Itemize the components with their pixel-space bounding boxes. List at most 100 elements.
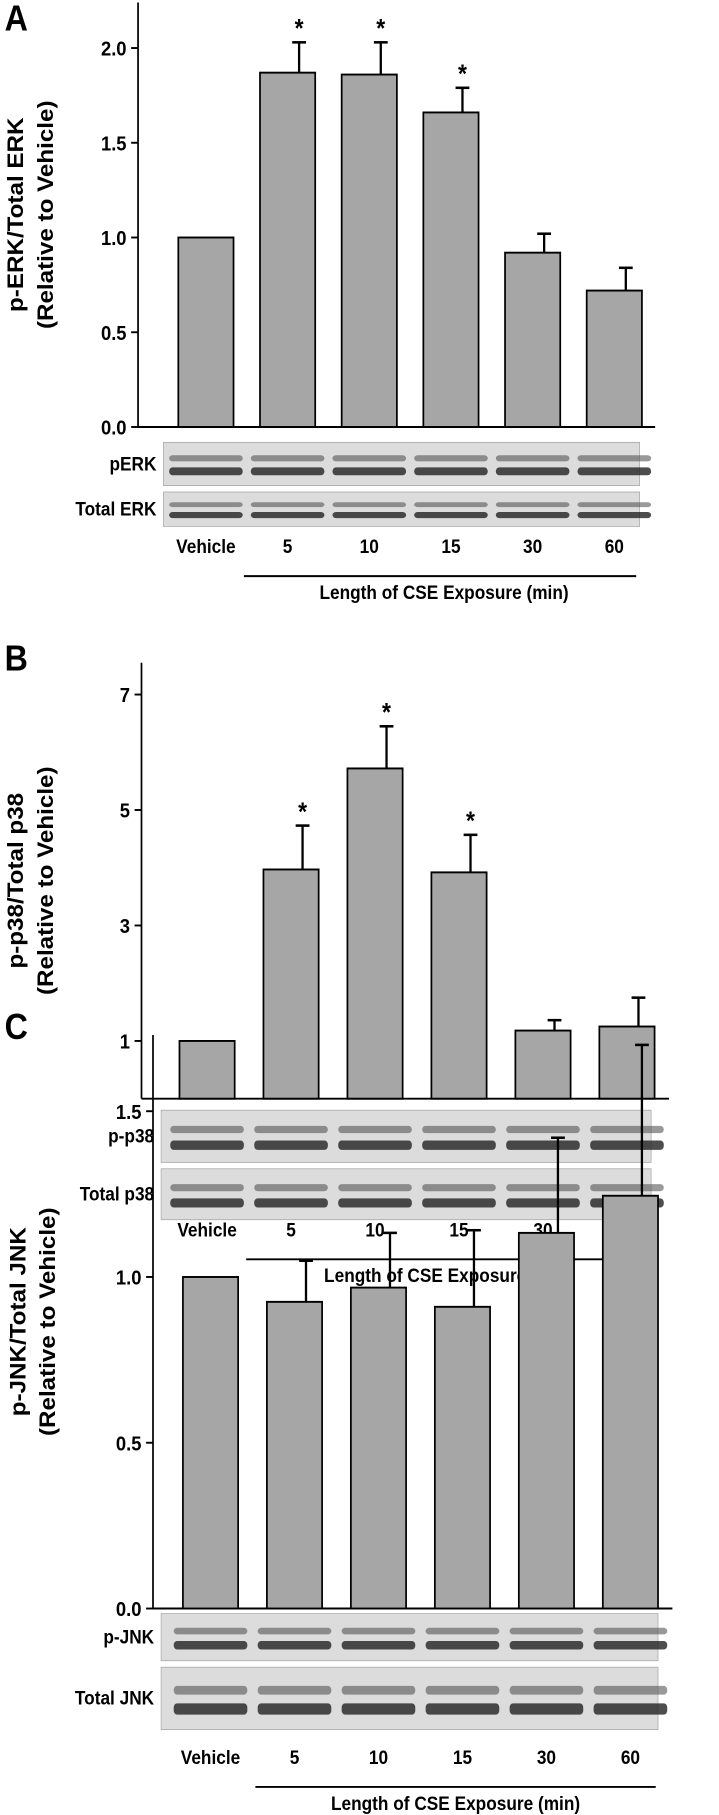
y-axis-label: (Relative to Vehicle) xyxy=(33,766,58,995)
blot-band xyxy=(425,1703,500,1715)
blot-band xyxy=(425,1640,500,1650)
blot-band xyxy=(338,1198,412,1208)
blot-band xyxy=(414,502,488,508)
blot-band xyxy=(577,511,652,519)
blot-band xyxy=(509,1627,584,1635)
blot-band xyxy=(173,1703,248,1715)
blot-band xyxy=(169,502,243,508)
y-tick-label: 3 xyxy=(120,915,130,938)
blot-band xyxy=(341,1627,416,1635)
blot-band xyxy=(495,502,570,508)
x-tick-label: 30 xyxy=(537,1747,556,1768)
blot-band xyxy=(257,1627,332,1635)
blot-band xyxy=(170,1140,244,1150)
blot-band xyxy=(577,502,652,508)
bar xyxy=(601,1194,659,1610)
blot-band xyxy=(506,1125,580,1134)
blot-band xyxy=(590,1140,664,1150)
blot-band xyxy=(593,1627,668,1635)
blot-label: pERK xyxy=(109,454,156,475)
significance-marker: * xyxy=(295,15,304,43)
x-tick-label: Vehicle xyxy=(181,1747,240,1768)
significance-marker: * xyxy=(382,699,391,727)
x-tick-label: 5 xyxy=(290,1747,300,1768)
bar xyxy=(182,1276,239,1610)
y-tick-label: 2.0 xyxy=(101,38,127,61)
y-tick-label: 0.0 xyxy=(116,1598,142,1621)
blot-band xyxy=(593,1640,668,1650)
blot-band xyxy=(254,1198,328,1208)
blot-band xyxy=(414,455,488,462)
blot-band xyxy=(257,1685,332,1695)
blot-band xyxy=(422,1198,496,1208)
blot-band xyxy=(169,467,243,476)
blot-band xyxy=(170,1125,244,1134)
blot xyxy=(160,1109,652,1163)
blot-band xyxy=(577,467,652,476)
bar xyxy=(514,1029,572,1100)
blot-band xyxy=(169,455,243,462)
blot-band xyxy=(173,1640,248,1650)
blot-band xyxy=(341,1640,416,1650)
significance-marker: * xyxy=(466,808,475,836)
bar xyxy=(504,251,562,428)
x-tick-label: 5 xyxy=(286,1220,296,1241)
bar xyxy=(598,1025,656,1100)
blot xyxy=(163,441,640,486)
y-tick-label: 1.5 xyxy=(101,133,127,156)
blot-band xyxy=(593,1703,668,1715)
blot-band xyxy=(495,511,570,519)
blot-band xyxy=(250,502,325,508)
blot xyxy=(163,491,640,527)
blot-band xyxy=(509,1703,584,1715)
y-tick-label: 5 xyxy=(120,800,130,823)
blot-band xyxy=(590,1184,664,1192)
blot-band xyxy=(425,1627,500,1635)
blot-band xyxy=(341,1685,416,1695)
bar xyxy=(262,868,320,1100)
blot-band xyxy=(577,455,652,462)
y-tick-label: 0.0 xyxy=(101,417,127,440)
blot-band xyxy=(590,1125,664,1134)
blot-band xyxy=(169,511,243,519)
blot-band xyxy=(173,1685,248,1695)
blot-band xyxy=(332,467,407,476)
panel-label: A xyxy=(5,0,28,39)
panel-label: C xyxy=(5,1007,28,1047)
bar xyxy=(430,871,488,1100)
blot-band xyxy=(332,455,407,462)
blot-band xyxy=(495,467,570,476)
blot xyxy=(160,1168,652,1221)
bar xyxy=(177,236,235,428)
x-tick-label: Vehicle xyxy=(176,536,235,557)
blot-label: Total ERK xyxy=(75,499,156,520)
blot-band xyxy=(506,1184,580,1192)
x-tick-label: 15 xyxy=(449,1220,468,1241)
bar xyxy=(422,111,480,428)
blot xyxy=(160,1613,659,1662)
blot-label: Total JNK xyxy=(75,1688,154,1709)
blot-band xyxy=(257,1703,332,1715)
y-axis-label: p-p38/Total p38 xyxy=(3,793,28,969)
blot-band xyxy=(250,455,325,462)
x-tick-label: Vehicle xyxy=(177,1220,236,1241)
blot-label: p-p38 xyxy=(108,1126,154,1147)
blot-band xyxy=(414,467,488,476)
blot-band xyxy=(257,1640,332,1650)
blot-band xyxy=(506,1140,580,1150)
y-tick-label: 1.5 xyxy=(116,1101,142,1124)
y-tick-label: 1 xyxy=(120,1031,130,1054)
blot-band xyxy=(250,467,325,476)
blot-band xyxy=(254,1140,328,1150)
blot-band xyxy=(422,1125,496,1134)
blot-band xyxy=(254,1125,328,1134)
y-tick-label: 0.5 xyxy=(116,1433,142,1456)
y-axis-label: (Relative to Vehicle) xyxy=(33,100,58,329)
significance-marker: * xyxy=(376,15,385,43)
x-tick-label: 10 xyxy=(365,1220,384,1241)
y-tick-label: 1.0 xyxy=(116,1267,142,1290)
bar xyxy=(585,289,643,428)
bar xyxy=(259,71,317,428)
